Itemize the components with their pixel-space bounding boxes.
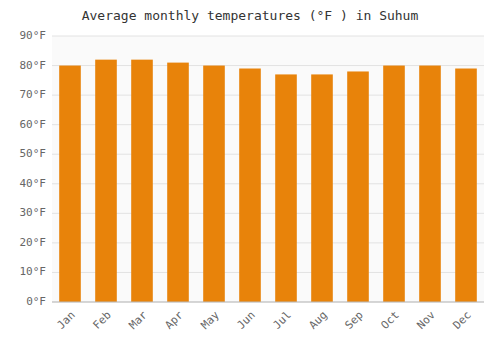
bar <box>275 74 297 302</box>
chart-svg: 0°F 10°F 20°F 30°F 40°F 50°F 60°F 70°F 80°F 90°F J… <box>0 0 500 350</box>
y-tick-label: 20°F <box>20 236 47 249</box>
x-tick-label: Jul <box>271 309 294 332</box>
x-tick-labels: Jan Feb Mar Apr May Jun Jul Aug Sep Oct Nov Dec <box>55 308 474 332</box>
x-tick-label: May <box>199 308 223 332</box>
x-tick-label: Feb <box>91 309 114 332</box>
grid-line <box>52 36 484 37</box>
bars <box>59 60 477 302</box>
bar <box>131 60 153 302</box>
y-tick-labels: 0°F 10°F 20°F 30°F 40°F 50°F 60°F 70°F 80°F 90°F <box>20 29 47 308</box>
y-tick-label: 60°F <box>20 118 47 131</box>
bar <box>167 63 189 302</box>
y-tick-label: 70°F <box>20 88 47 101</box>
bar <box>383 66 405 302</box>
x-tick-label: Jan <box>55 309 78 332</box>
x-tick-label: Aug <box>307 309 330 332</box>
plot-background <box>52 36 484 302</box>
grid-line <box>52 302 484 303</box>
y-tick-label: 40°F <box>20 177 47 190</box>
bar <box>95 60 117 302</box>
x-tick-label: Oct <box>379 309 402 332</box>
bar <box>203 66 225 302</box>
y-grid <box>52 36 484 302</box>
chart-container: 0°F 10°F 20°F 30°F 40°F 50°F 60°F 70°F 80°F 90°F J… <box>0 0 500 350</box>
x-tick-label: Dec <box>451 309 474 332</box>
y-tick-label: 0°F <box>26 295 46 308</box>
y-tick-label: 50°F <box>20 147 47 160</box>
x-tick-label: Apr <box>163 308 187 332</box>
y-tick-label: 10°F <box>20 265 47 278</box>
y-tick-label: 80°F <box>20 59 47 72</box>
y-tick-label: 30°F <box>20 206 47 219</box>
bar <box>59 66 81 302</box>
x-axis-line <box>52 302 484 303</box>
bar <box>455 69 477 302</box>
x-tick-label: Nov <box>415 308 439 332</box>
x-tick-label: Jun <box>235 309 258 332</box>
bar <box>311 74 333 302</box>
bar <box>347 71 369 302</box>
bar <box>239 69 261 302</box>
x-tick-label: Sep <box>343 309 366 332</box>
bar <box>419 66 441 302</box>
chart-title: Average monthly temperatures (°F ) in Su… <box>82 8 419 23</box>
x-tick-label: Mar <box>127 308 151 332</box>
y-tick-label: 90°F <box>20 29 47 42</box>
